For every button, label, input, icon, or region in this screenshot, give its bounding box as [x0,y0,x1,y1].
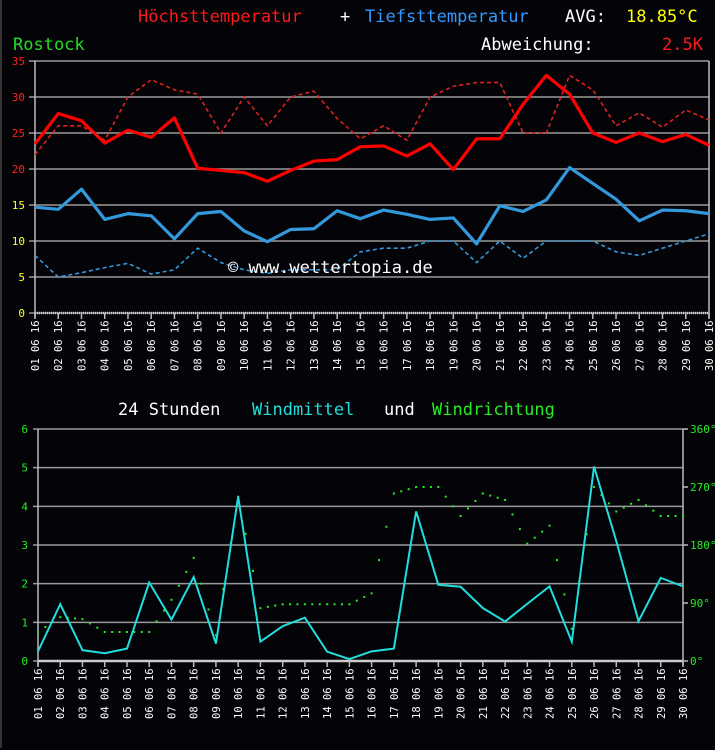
location-label: Rostock [13,35,85,55]
x-tick-label: 13 06 16 [309,320,321,371]
x-tick-label: 22 06 16 [518,320,530,371]
x-tick-label: 14 06 16 [332,320,344,371]
x-tick-label: 21 06 16 [495,320,507,371]
x-tick-label: 29 06 16 [681,320,693,371]
deviation-label: Abweichung: [481,35,594,55]
title-max-temp: Höchsttemperatur [138,7,302,27]
avg-label: AVG: [565,7,606,27]
x-tick-label: 23 06 16 [541,320,553,371]
y-tick-label: 0 [18,307,25,320]
x-tick-label: 30 06 16 [704,320,715,371]
y-tick-label: 30 [12,91,25,104]
x-tick-label: 06 06 16 [146,320,158,371]
x-tick-label: 26 06 16 [611,320,623,371]
series-line [34,165,710,246]
title-min-temp: Tiefsttemperatur [365,7,529,27]
y-tick-label: 35 [12,55,25,68]
y-tick-label: 20 [12,163,25,176]
y-tick-label: 10 [12,235,25,248]
y-tick-label: 25 [12,127,25,140]
x-tick-label: 17 06 16 [402,320,414,371]
wind-title-mean: Windmittel [252,400,355,420]
x-tick-label: 12 06 16 [286,320,298,371]
x-tick-label: 05 06 16 [123,320,135,371]
x-tick-label: 10 06 16 [239,320,251,371]
wind-title-prefix: 24 Stunden [118,400,221,420]
series-line [34,233,710,278]
watermark: © www.wettertopia.de [228,258,433,278]
x-tick-label: 03 06 16 [76,320,88,371]
x-tick-label: 28 06 16 [658,320,670,371]
x-tick-label: 27 06 16 [634,320,646,371]
series-line [33,73,710,183]
wind-title-direction: Windrichtung [432,400,555,420]
x-tick-label: 20 06 16 [472,320,484,371]
avg-value: 18.85°C [626,7,698,27]
series-line [34,74,710,156]
x-tick-label: 24 06 16 [565,320,577,371]
x-tick-label: 04 06 16 [100,320,112,371]
x-tick-label: 15 06 16 [355,320,367,371]
title-plus: + [340,7,351,27]
x-tick-label: 16 06 16 [379,320,391,371]
x-tick-label: 09 06 16 [216,320,228,371]
y-tick-label: 15 [12,199,25,212]
x-tick-label: 08 06 16 [193,320,205,371]
x-tick-label: 19 06 16 [448,320,460,371]
deviation-value: 2.5K [662,35,703,55]
wind-title-and: und [384,400,415,420]
x-tick-label: 25 06 16 [588,320,600,371]
x-tick-label: 07 06 16 [169,320,181,371]
temperature-chart: 0 5 10 15 20 25 30 35 01 06 16 02 06 16 03 06 16 04… [12,55,715,371]
y-tick-label: 5 [18,271,25,284]
x-tick-label: 18 06 16 [425,320,437,371]
x-tick-label: 11 06 16 [262,320,274,371]
x-tick-label: 01 06 16 [30,320,42,371]
x-tick-label: 02 06 16 [53,320,65,371]
